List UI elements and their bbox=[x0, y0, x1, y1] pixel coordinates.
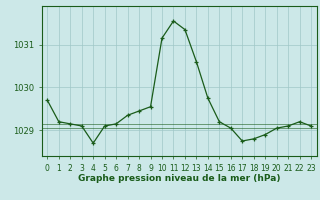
X-axis label: Graphe pression niveau de la mer (hPa): Graphe pression niveau de la mer (hPa) bbox=[78, 174, 280, 183]
